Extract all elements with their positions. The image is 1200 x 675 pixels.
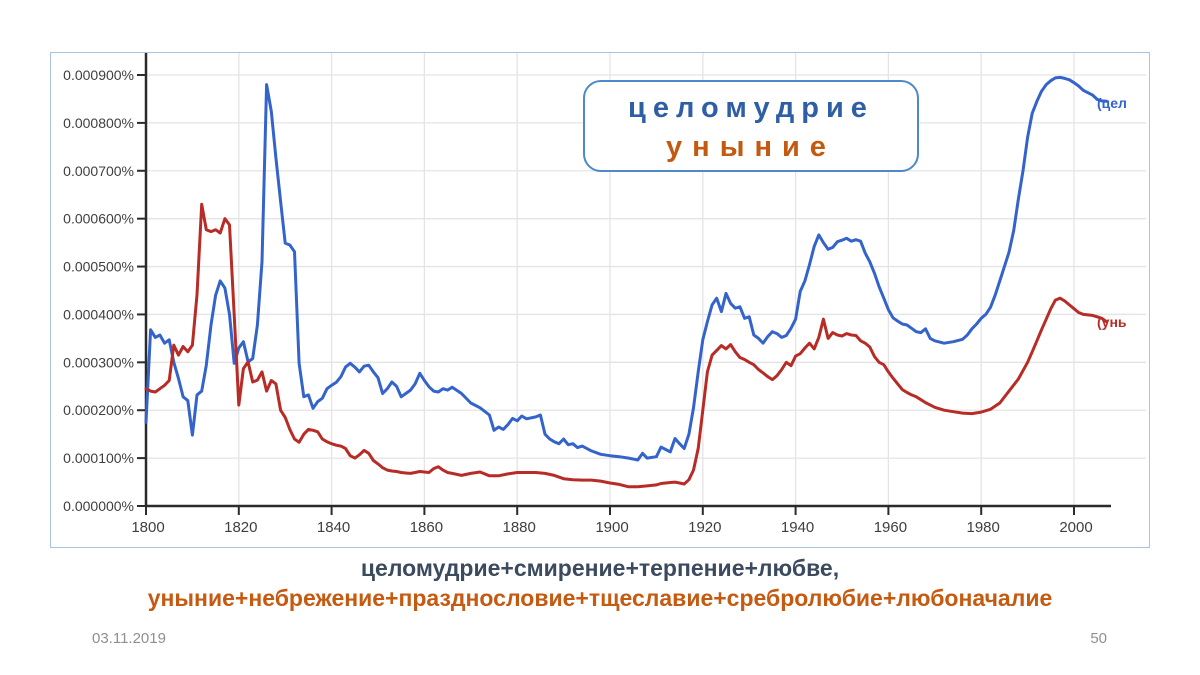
series-1-end-label: (цел (1097, 95, 1127, 111)
footer-page-number: 50 (1090, 630, 1107, 647)
y-axis-tick-label: 0.000700% (63, 163, 134, 179)
ngram-chart-panel: 0.000000% 0.000100% 0.000200% 0.000300% 0.00… (50, 52, 1150, 548)
x-axis-tick-label: 1820 (224, 519, 257, 536)
y-axis-tick-label: 0.000300% (63, 354, 134, 370)
caption: целомудрие+смирение+терпение+любве, унын… (0, 553, 1200, 613)
y-axis-tick-label: 0.000900% (63, 67, 134, 83)
x-axis-tick-label: 1940 (781, 519, 814, 536)
x-axis-tick-label: 1800 (131, 519, 164, 536)
caption-line-1: целомудрие+смирение+терпение+любве, (360, 555, 840, 581)
y-axis-tick-label: 0.000000% (63, 498, 134, 514)
caption-line-2: уныние+небрежение+празднословие+тщеслави… (147, 585, 1053, 611)
legend-box: целомудрие уныние (583, 80, 919, 172)
x-axis-tick-label: 1880 (503, 519, 536, 536)
ngram-chart: 0.000000% 0.000100% 0.000200% 0.000300% 0.00… (63, 53, 1146, 536)
legend-series-1-label: целомудрие (628, 92, 874, 124)
y-axis-tick-label: 0.000400% (63, 306, 134, 322)
footer-date: 03.11.2019 (92, 630, 166, 647)
x-axis-tick-label: 1960 (874, 519, 907, 536)
x-axis-tick-label: 1900 (595, 519, 628, 536)
y-axis-tick-label: 0.000800% (63, 115, 134, 131)
legend-series-2-label: уныние (666, 131, 836, 163)
x-axis-tick-label: 1860 (410, 519, 443, 536)
series-2-end-label: (унь (1097, 314, 1127, 330)
y-axis-tick-label: 0.000100% (63, 450, 134, 466)
x-axis-tick-label: 1980 (967, 519, 1000, 536)
x-axis-tick-label: 1840 (317, 519, 350, 536)
y-axis-tick-label: 0.000600% (63, 211, 134, 227)
x-axis-tick-label: 1920 (688, 519, 721, 536)
y-axis-tick-label: 0.000200% (63, 402, 134, 418)
x-axis-tick-label: 2000 (1059, 519, 1092, 536)
series-line-2 (144, 202, 1108, 489)
series-line-1 (144, 75, 1108, 462)
y-axis-tick-label: 0.000500% (63, 259, 134, 275)
